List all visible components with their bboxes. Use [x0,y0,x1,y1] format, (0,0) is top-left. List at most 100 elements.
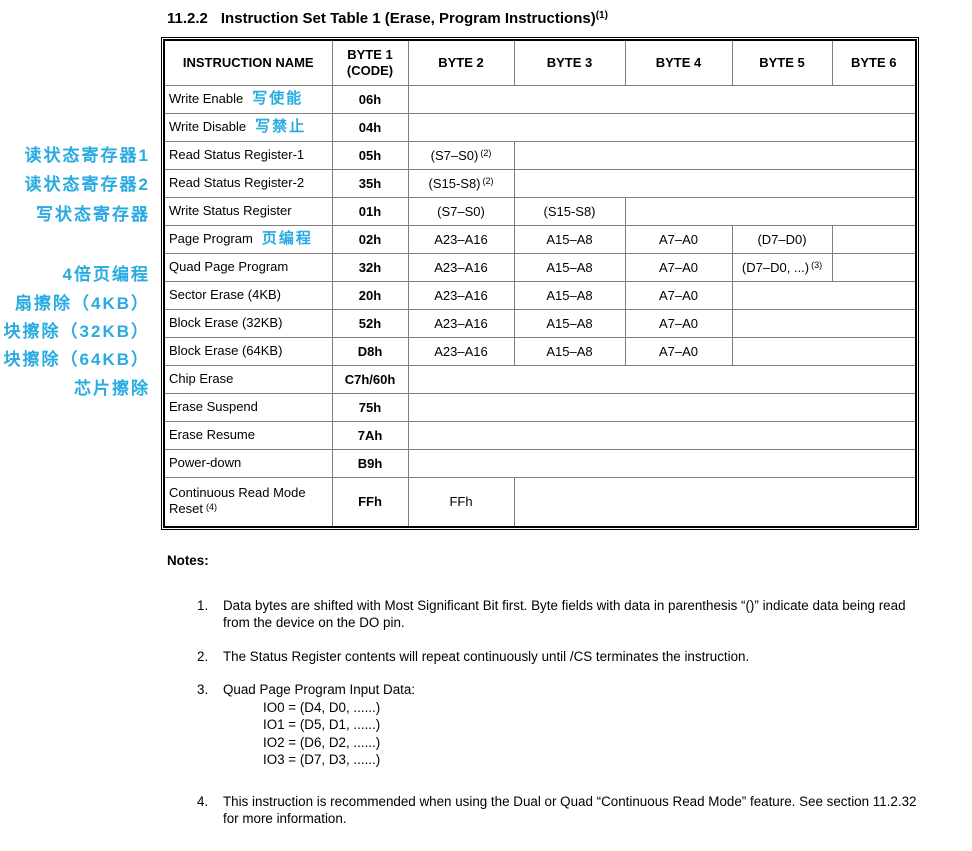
empty-cell [407,448,917,478]
byte-cell: A7–A0 [624,252,733,282]
note-subline: IO0 = (D4, D0, ......) [263,699,381,715]
empty-cell [513,168,917,198]
code-cell: 35h [331,168,409,198]
instruction-name-cell: Page Program 页编程 [163,224,333,254]
section-title-text: Instruction Set Table 1 (Erase, Program … [220,10,596,27]
byte-cell: A7–A0 [624,308,733,338]
row-write-disable: Write Disable 写禁止 04h [163,112,917,142]
instruction-name-cell: Read Status Register-1 [163,140,333,170]
byte-cell: A7–A0 [624,336,733,366]
note-text: Quad Page Program Input Data: IO0 = (D4,… [223,681,927,769]
row-chip-erase: Chip Erase C7h/60h [163,364,917,394]
section-number: 11.2.2 [167,10,208,27]
byte-cell: A23–A16 [407,280,515,310]
code-cell: 75h [331,392,409,422]
byte-cell: A23–A16 [407,224,515,254]
row-sector-erase-4kb: Sector Erase (4KB) 20h A23–A16 A15–A8 A7… [163,280,917,310]
row-block-erase-32kb: Block Erase (32KB) 52h A23–A16 A15–A8 A7… [163,308,917,338]
empty-cell [731,336,917,366]
instruction-name-cell: Write Enable 写使能 [163,84,333,114]
row-write-status-register: Write Status Register 01h (S7–S0) (S15-S… [163,196,917,226]
footnote-sup: (4) [205,502,217,513]
margin-annotation: 芯片擦除 [74,379,150,398]
row-power-down: Power-down B9h [163,448,917,478]
instruction-name-cell: Read Status Register-2 [163,168,333,198]
code-cell: 52h [331,308,409,338]
byte-cell: (S15-S8) [513,196,626,226]
empty-cell [513,476,917,528]
row-erase-suspend: Erase Suspend 75h [163,392,917,422]
row-quad-page-program: Quad Page Program 32h A23–A16 A15–A8 A7–… [163,252,917,282]
note-subline: IO2 = (D6, D2, ......) [263,734,381,750]
byte-cell: (D7–D0, ...) (3) [731,252,833,282]
instruction-name-cell: Continuous Read Mode Reset (4) [163,476,333,528]
note-text: The Status Register contents will repeat… [223,648,750,664]
notes-heading: Notes: [167,553,209,568]
byte-cell: A7–A0 [624,280,733,310]
row-write-enable: Write Enable 写使能 06h [163,84,917,114]
handwritten-margin-annotations: 读状态寄存器1 读状态寄存器2 写状态寄存器 4倍页编程 扇擦除（4KB） 块擦… [0,0,158,420]
column-header-byte5: BYTE 5 [731,39,833,86]
margin-annotation: 块擦除（64KB） [3,350,150,369]
margin-annotation: 写状态寄存器 [36,205,150,224]
row-continuous-read-mode-reset: Continuous Read Mode Reset (4) FFh FFh [163,476,917,528]
row-block-erase-64kb: Block Erase (64KB) D8h A23–A16 A15–A8 A7… [163,336,917,366]
empty-cell [407,392,917,422]
column-header-byte2: BYTE 2 [407,39,515,86]
byte-cell: A23–A16 [407,252,515,282]
code-cell: 32h [331,252,409,282]
instruction-name-cell: Block Erase (32KB) [163,308,333,338]
code-cell: C7h/60h [331,364,409,394]
empty-cell [407,420,917,450]
empty-cell [731,308,917,338]
code-cell: 05h [331,140,409,170]
margin-annotation: 读状态寄存器2 [24,175,150,194]
code-cell: 04h [331,112,409,142]
notes-section: Notes: 1. Data bytes are shifted with Mo… [167,552,927,844]
note-number: 2. [197,648,209,664]
footnote-sup: (3) [811,259,823,270]
column-header-byte3: BYTE 3 [513,39,626,86]
code-cell: 7Ah [331,420,409,450]
row-page-program: Page Program 页编程 02h A23–A16 A15–A8 A7–A0… [163,224,917,254]
byte-cell: FFh [407,476,515,528]
column-header-instruction-name: INSTRUCTION NAME [163,39,333,86]
note-number: 3. [197,682,209,697]
note-number: 1. [197,597,209,613]
inline-annotation: 页编程 [261,230,313,247]
note-item-4: 4. This instruction is recommended when … [167,793,927,828]
byte-cell: A15–A8 [513,336,626,366]
instruction-name-cell: Chip Erase [163,364,333,394]
byte-cell: A15–A8 [513,308,626,338]
instruction-name-cell: Sector Erase (4KB) [163,280,333,310]
empty-cell [407,112,917,142]
empty-cell [624,196,917,226]
note-subline: IO3 = (D7, D3, ......) [263,752,381,767]
byte-cell: A23–A16 [407,308,515,338]
instruction-name-cell: Block Erase (64KB) [163,336,333,366]
instruction-name-cell: Write Disable 写禁止 [163,112,333,142]
code-cell: 01h [331,196,409,226]
note-item-1: 1. Data bytes are shifted with Most Sign… [167,597,927,632]
note-subline: IO1 = (D5, D1, ......) [263,717,381,732]
note-item-2: 2. The Status Register contents will rep… [167,648,927,666]
footnote-sup: (2) [482,175,494,186]
code-cell: FFh [331,476,409,528]
byte-cell: A15–A8 [513,252,626,282]
footnote-sup: (2) [480,147,492,158]
inline-annotation: 写使能 [252,90,304,107]
row-read-status-register-2: Read Status Register-2 35h (S15-S8) (2) [163,168,917,198]
empty-cell [407,84,917,114]
row-read-status-register-1: Read Status Register-1 05h (S7–S0) (2) [163,140,917,170]
empty-cell [831,252,917,282]
empty-cell [407,364,917,394]
instruction-name-cell: Write Status Register [163,196,333,226]
byte-cell: A23–A16 [407,336,515,366]
byte-cell: (S7–S0) [407,196,515,226]
margin-annotation: 4倍页编程 [62,265,150,284]
column-header-byte4: BYTE 4 [624,39,733,86]
instruction-set-table: INSTRUCTION NAME BYTE 1 (CODE) BYTE 2 BYT… [163,39,917,528]
byte-cell: A7–A0 [624,224,733,254]
instruction-table-wrapper: INSTRUCTION NAME BYTE 1 (CODE) BYTE 2 BYT… [161,37,919,530]
